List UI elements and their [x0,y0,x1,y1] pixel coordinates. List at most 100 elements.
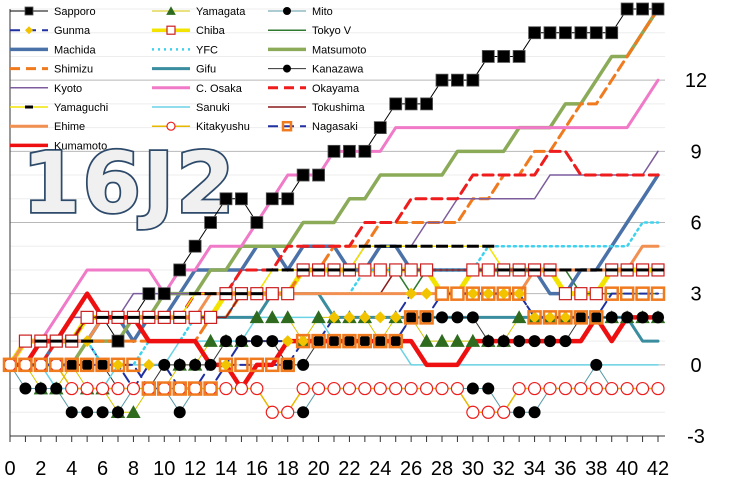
legend-item-tokushima: Tokushima [268,102,365,114]
nagasaki-point [141,381,157,396]
legend: Sapporo Yamagata Mito Gunma Chiba Tokyo V Mach… [10,6,366,152]
chiba-point [389,263,403,277]
kitakyushu-point [234,381,249,396]
kitakyushu-point [466,405,480,419]
kanazawa-point [466,311,479,324]
legend-label: Kumamoto [54,140,107,152]
nagasaki-point [64,357,79,373]
nagasaki-point [604,286,619,301]
kitakyushu-point [651,381,665,396]
yamaguchi-point [513,268,526,272]
legend-label: Kanazawa [312,64,364,76]
kitakyushu-point [250,381,264,396]
kanazawa-point [374,335,387,348]
x-tick-label: 2 [35,458,46,480]
chiba-point [265,287,279,301]
gunma-point [420,287,433,300]
legend-label: Okayama [312,83,360,95]
nagasaki-point [49,357,64,373]
kanazawa-point [621,311,634,324]
kanazawa-point [173,358,186,371]
legend-item-nagasaki: Nagasaki [268,120,358,133]
chiba-point [558,287,573,301]
chiba-legend-marker [166,25,176,35]
kitakyushu-point [435,381,449,396]
mito-legend-marker [283,7,291,15]
kanazawa-point [590,311,603,324]
kanazawa-point [574,311,587,324]
kitakyushu-point [358,381,372,396]
mito-point [34,382,47,395]
x-tick-label: 24 [369,458,391,480]
yamaguchi-point [544,268,556,272]
legend-label: Nagasaki [312,121,358,133]
nagasaki-point [218,357,234,373]
x-tick-label: 38 [585,458,607,480]
yamagata-legend-marker [166,6,176,15]
kanazawa-point [420,311,433,324]
kanazawa-point [436,311,448,324]
nagasaki-point [419,310,434,325]
kitakyushu-point [450,381,465,396]
mito-point [81,406,94,419]
kitakyushu-point [481,405,495,419]
kitakyushu-point [219,381,233,396]
kanazawa-point [528,335,541,348]
nagasaki-point [157,381,172,396]
chiba-point [574,287,588,301]
nagasaki-point [373,333,388,349]
axes: 0 2 4 6 8 10 12 14 16 18 20 22 24 26 28 30 32 34 36 38 40 42-… [4,9,707,480]
yamaguchi-point [343,268,356,272]
yamaguchi-point [389,244,402,248]
gunma-point [281,335,294,348]
chart-watermark: 16J2 [22,134,237,232]
nagasaki-point [342,333,357,349]
sapporo-point [605,26,619,40]
yamaguchi-point [605,268,618,272]
yamagata-point [265,310,280,324]
yamaguchi-point [266,268,279,272]
yamaguchi-point [297,268,310,272]
x-tick-label: 8 [128,458,139,480]
yamaguchi-point [405,244,418,248]
yamaguchi-point [96,315,109,319]
kanazawa-point [328,335,340,348]
nagasaki-point [388,333,403,349]
kitakyushu-point [281,405,295,419]
yamagata-point [126,405,141,419]
yamaguchi-point [220,292,232,296]
kanazawa-point [266,335,279,348]
y-tick-label: 0 [690,355,701,377]
gunma-point [389,311,402,324]
sapporo-point [281,192,295,206]
mito-point [466,382,479,395]
legend-item-gifu: Gifu [152,64,216,76]
x-tick-label: 14 [215,458,237,480]
yamaguchi-point [528,268,541,272]
legend-label: Shimizu [54,64,93,76]
sapporo-legend-marker [24,6,34,16]
kanazawa-point [559,335,572,348]
sapporo-point [142,287,156,301]
kanazawa-point [405,311,418,324]
gunma-point [297,335,310,348]
legend-item-yamaguchi: Yamaguchi [10,102,108,114]
mito-point [96,406,109,419]
yamaguchi-point [451,244,464,248]
kitakyushu-point [342,381,357,396]
yamaguchi-point [65,339,78,343]
yamaguchi-point [497,268,510,272]
yamagata-point [511,310,527,324]
yamaguchi-point [112,315,124,319]
kanazawa-point [544,335,556,348]
chiba-point [404,263,418,277]
x-tick-label: 10 [153,458,175,480]
yamaguchi-point [34,339,47,343]
sapporo-point [312,168,325,182]
x-tick-label: 30 [462,458,484,480]
kanazawa-point [451,311,464,324]
sapporo-point [420,97,433,111]
yamaguchi-point [81,339,94,343]
kitakyushu-point [3,358,17,372]
x-tick-label: 0 [4,458,15,480]
